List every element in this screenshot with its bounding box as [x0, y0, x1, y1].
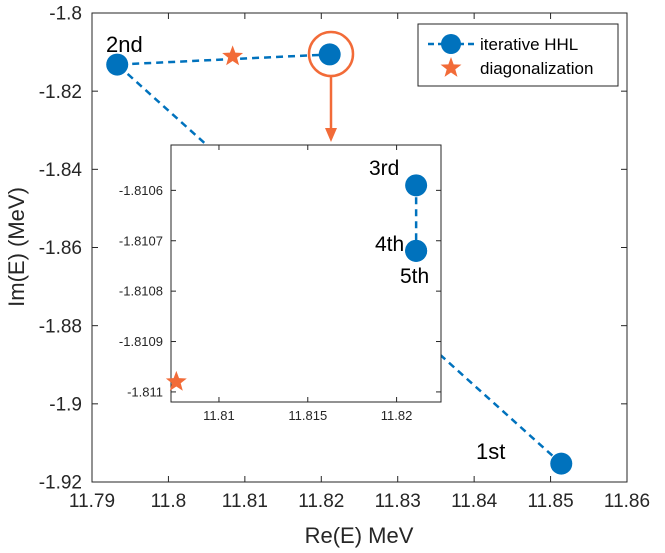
x-tick-label: 11.815: [288, 408, 327, 423]
legend: iterative HHL diagonalization: [417, 23, 619, 87]
series-line-iterative-hhl: [114, 53, 563, 465]
y-tick-label: -1.9: [49, 394, 82, 415]
inset-plot-area: [170, 144, 442, 403]
annotation-2nd: 2nd: [106, 32, 143, 57]
data-point-iterative-hhl: [405, 239, 428, 262]
x-tick-label: 11.8: [151, 491, 187, 512]
data-point-iterative-hhl: [550, 452, 573, 475]
x-tick-label: 11.81: [222, 491, 268, 512]
x-tick-label: 11.86: [604, 491, 650, 512]
data-point-diagonalization: [165, 370, 187, 391]
y-tick-label: -1.92: [39, 473, 82, 494]
y-tick-label: -1.8106: [119, 183, 163, 198]
y-tick-label: -1.84: [39, 160, 83, 181]
zoom-arrow-head: [325, 128, 337, 142]
x-tick-label: 11.85: [528, 491, 574, 512]
x-tick-label: 11.82: [298, 491, 344, 512]
y-tick-label: -1.811: [127, 384, 163, 399]
x-tick-label: 11.82: [381, 408, 413, 423]
y-tick-label: -1.8107: [119, 233, 163, 248]
annotation-4th: 4th: [375, 233, 404, 256]
x-tick-label: 11.79: [69, 491, 115, 512]
y-tick-label: -1.8: [49, 4, 82, 25]
data-point-iterative-hhl: [405, 174, 428, 197]
data-point-diagonalization: [222, 45, 244, 66]
annotation-3rd: 3rd: [369, 157, 399, 180]
inset-plot: 11.81 11.815 11.82 -1.8106 -1.8107 -1.8108 -1.…: [119, 144, 442, 423]
main-y-axis-label: Im(E) (MeV): [4, 187, 29, 307]
y-tick-label: -1.8109: [119, 334, 163, 349]
annotation-1st: 1st: [476, 439, 505, 464]
annotation-5th: 5th: [400, 265, 429, 288]
x-tick-label: 11.83: [375, 491, 421, 512]
y-tick-label: -1.88: [39, 316, 82, 337]
legend-marker-diagonalization: [440, 57, 462, 77]
data-point-iterative-hhl: [318, 43, 341, 66]
y-tick-label: -1.8108: [119, 284, 163, 299]
x-tick-label: 11.81: [203, 408, 235, 423]
inset-axis-ticks: 11.81 11.815 11.82 -1.8106 -1.8107 -1.8108 -1.…: [119, 145, 441, 423]
legend-label-diagonalization: diagonalization: [480, 59, 593, 78]
main-x-axis-label: Re(E) MeV: [305, 523, 414, 548]
inset-series: [165, 174, 428, 391]
legend-marker-iterative-hhl: [441, 34, 461, 54]
main-series: [106, 43, 573, 475]
legend-label-iterative-hhl: iterative HHL: [480, 35, 578, 54]
y-tick-label: -1.86: [39, 238, 82, 259]
y-tick-label: -1.82: [39, 82, 82, 103]
x-tick-label: 11.84: [451, 491, 498, 512]
data-point-iterative-hhl: [106, 53, 129, 76]
main-axis-ticks: 11.79 11.8 11.81 11.82 11.83 11.84 11.85 11.86 -…: [39, 4, 650, 512]
zoom-highlight-circle: [307, 30, 355, 78]
